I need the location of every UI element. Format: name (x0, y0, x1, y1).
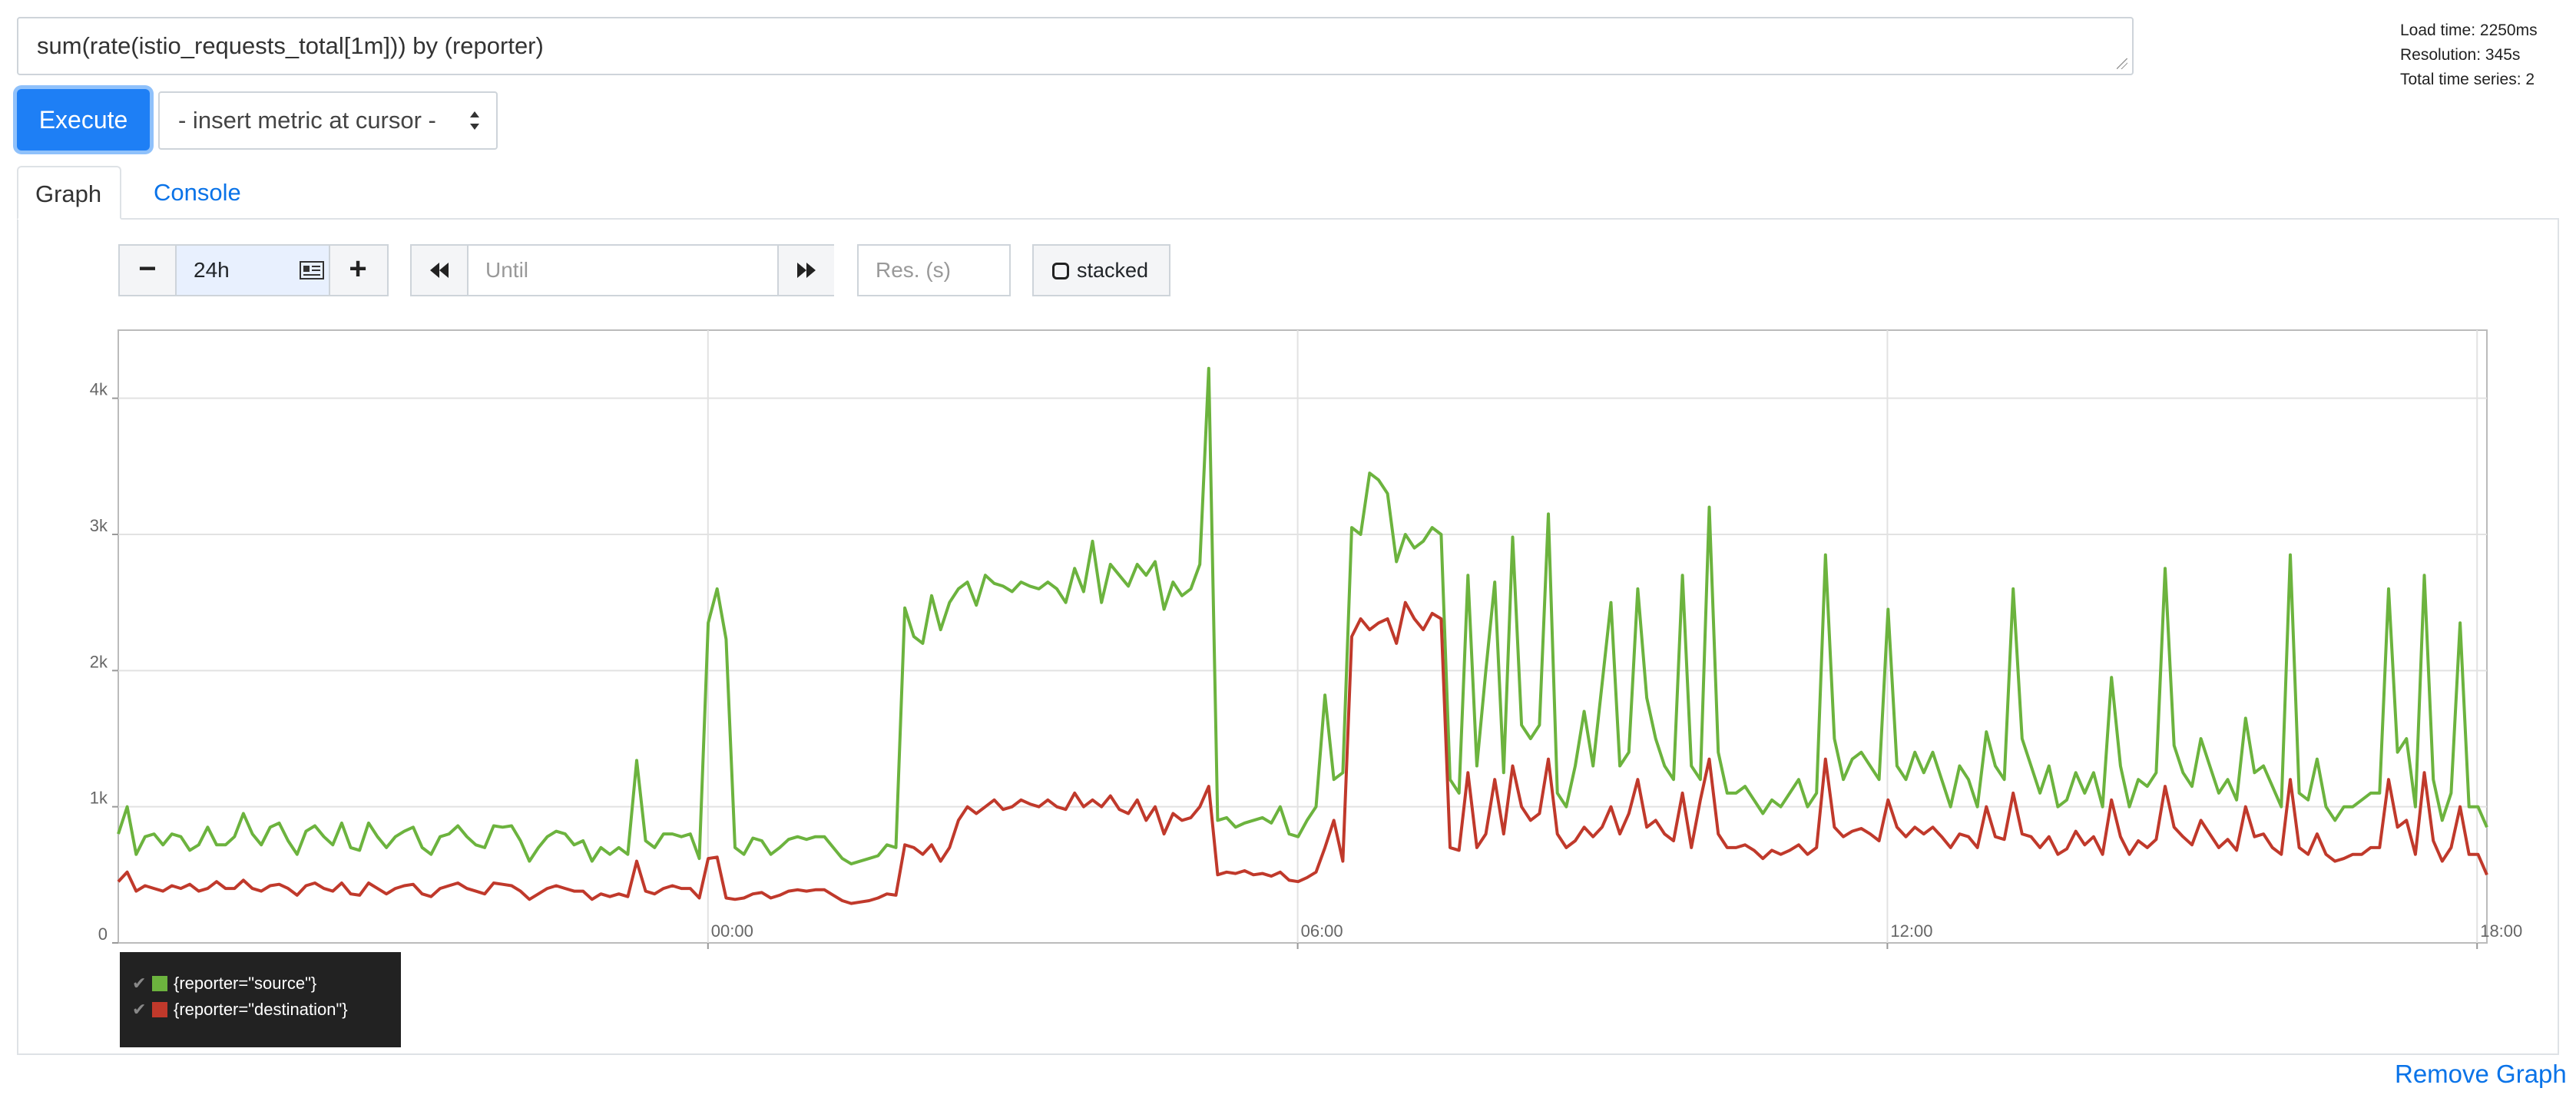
legend-item-destination[interactable]: ✔ {reporter="destination"} (132, 997, 389, 1023)
fast-forward-icon (797, 263, 816, 278)
load-time: Load time: 2250ms (2400, 21, 2538, 39)
back-button[interactable] (412, 246, 469, 295)
chart-legend: ✔ {reporter="source"} ✔ {reporter="desti… (120, 952, 401, 1047)
resolution-placeholder: Res. (s) (876, 258, 951, 282)
execute-button[interactable]: Execute (17, 89, 150, 150)
x-tick-label: 18:00 (2480, 921, 2522, 941)
check-icon: ✔ (132, 1000, 147, 1019)
stacked-label: stacked (1077, 259, 1149, 282)
resolution: Resolution: 345s (2400, 46, 2521, 64)
range-value: 24h (194, 258, 230, 282)
plot-frame (118, 329, 2488, 944)
graph-panel (17, 218, 2559, 1055)
rewind-icon (430, 263, 449, 278)
select-caret-icon (469, 93, 481, 148)
x-tick-label: 06:00 (1301, 921, 1343, 941)
stacked-toggle[interactable]: stacked (1032, 244, 1170, 296)
y-tick-label: 3k (90, 516, 108, 535)
y-tick-label: 4k (90, 380, 108, 399)
resolution-input[interactable]: Res. (s) (857, 244, 1011, 296)
expression-input[interactable]: sum(rate(istio_requests_total[1m])) by (… (17, 17, 2134, 75)
stacked-checkbox-icon (1052, 263, 1069, 279)
insert-metric-label: - insert metric at cursor - (178, 107, 436, 134)
series-line-source (117, 366, 2488, 866)
series-line-destination (117, 600, 2488, 905)
insert-metric-select[interactable]: - insert metric at cursor - (158, 91, 498, 150)
range-plus-button[interactable]: + (329, 246, 386, 295)
legend-label-destination: {reporter="destination"} (174, 1000, 348, 1019)
tab-console[interactable]: Console (154, 179, 241, 206)
until-input[interactable]: Until (469, 246, 777, 295)
y-tick-label: 1k (90, 789, 108, 808)
y-tick-label: 2k (90, 652, 108, 671)
tab-graph[interactable]: Graph (17, 166, 121, 220)
remove-graph-link[interactable]: Remove Graph (2395, 1060, 2567, 1088)
legend-item-source[interactable]: ✔ {reporter="source"} (132, 971, 389, 997)
total-series: Total time series: 2 (2400, 71, 2535, 88)
forward-button[interactable] (777, 246, 834, 295)
range-minus-button[interactable]: − (120, 246, 177, 295)
legend-swatch-destination (152, 1002, 167, 1017)
query-stats: Load time: 2250ms Resolution: 345s Total… (2400, 18, 2538, 92)
range-input[interactable]: 24h (177, 246, 329, 295)
check-icon: ✔ (132, 974, 147, 993)
expression-text: sum(rate(istio_requests_total[1m])) by (… (37, 32, 544, 59)
resize-grip-icon[interactable] (2117, 58, 2127, 69)
calendar-icon (300, 261, 324, 283)
legend-swatch-source (152, 976, 167, 991)
legend-label-source: {reporter="source"} (174, 974, 317, 993)
until-control: Until (410, 244, 834, 296)
y-tick-label: 0 (98, 924, 108, 944)
until-placeholder: Until (485, 258, 529, 282)
x-tick-label: 12:00 (1890, 921, 1932, 941)
x-tick-label: 00:00 (711, 921, 753, 941)
range-control: − 24h + (118, 244, 389, 296)
